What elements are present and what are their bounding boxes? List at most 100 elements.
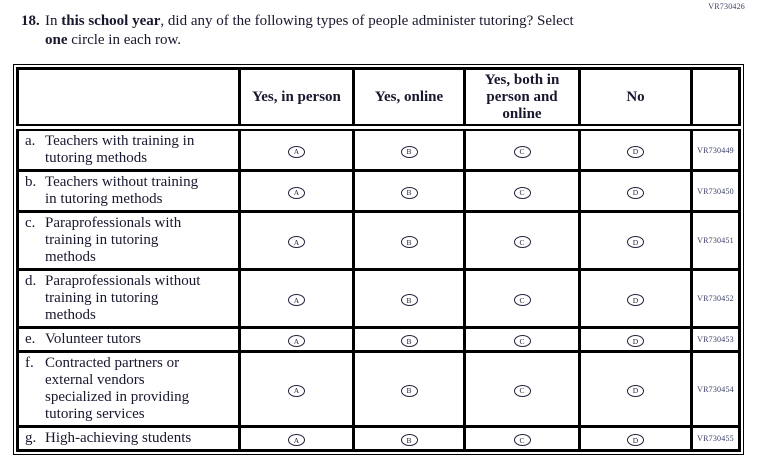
question-text-bold: this school year [61,13,161,29]
answer-bubble-b[interactable]: B [400,384,418,397]
question-text-segment: circle in each row. [67,32,182,48]
cell-f-yes-online: B [352,350,466,428]
answer-bubble-c[interactable]: C [513,236,531,249]
answer-bubble-d[interactable]: D [627,434,644,447]
table-row-d: d. Paraprofessionals without training in … [16,268,741,329]
answer-bubble-b[interactable]: B [400,434,418,447]
answer-bubble-c[interactable]: C [513,294,531,307]
cell-g-yes-online: B [352,425,466,452]
answer-bubble-a[interactable]: A [288,294,305,307]
row-code: VR730453 [690,326,741,353]
answer-bubble-a[interactable]: A [288,236,305,249]
cell-e-yes-online: B [352,326,466,353]
cell-a-yes-in-person: A [238,126,355,172]
cell-g-no: D [578,425,693,452]
cell-a-yes-both: C [463,126,581,172]
row-label-text: Paraprofessionals with training in tutor… [45,215,182,265]
cell-e-no: D [578,326,693,353]
answer-bubble-c[interactable]: C [513,335,531,348]
row-code: VR730454 [690,350,741,428]
row-label-c: c. Paraprofessionals with training in tut… [16,210,241,271]
answer-bubble-a[interactable]: A [288,434,305,447]
cell-a-no: D [578,126,693,172]
cell-b-yes-in-person: A [238,169,355,213]
cell-b-no: D [578,169,693,213]
row-label-a: a. Teachers with training in tutoring met… [16,126,241,172]
cell-d-yes-in-person: A [238,268,355,329]
cell-b-yes-both: C [463,169,581,213]
row-label-text: High-achieving students [45,430,192,446]
response-table: Yes, in person Yes, online Yes, both in … [16,67,741,452]
table-row-a: a. Teachers with training in tutoring met… [16,126,741,172]
table-row-g: g. High-achieving students A B C D VR7304… [16,425,741,452]
cell-c-no: D [578,210,693,271]
answer-bubble-b[interactable]: B [400,186,418,199]
answer-bubble-b[interactable]: B [400,294,418,307]
cell-d-yes-both: C [463,268,581,329]
row-marker: f. [25,355,34,371]
answer-bubble-c[interactable]: C [513,186,531,199]
response-grid: Yes, in person Yes, online Yes, both in … [13,64,744,455]
question-text: In this school year, did any of the foll… [45,12,685,50]
row-label-e: e. Volunteer tutors [16,326,241,353]
page-form-code: VR730426 [708,2,745,11]
answer-bubble-a[interactable]: A [288,186,305,199]
answer-bubble-d[interactable]: D [627,236,644,249]
row-code: VR730449 [690,126,741,172]
answer-bubble-d[interactable]: D [627,145,644,158]
cell-g-yes-both: C [463,425,581,452]
answer-bubble-b[interactable]: B [400,145,418,158]
row-label-g: g. High-achieving students [16,425,241,452]
table-row-f: f. Contracted partners or external vendor… [16,350,741,428]
row-label-d: d. Paraprofessionals without training in … [16,268,241,329]
cell-c-yes-in-person: A [238,210,355,271]
row-code: VR730450 [690,169,741,213]
answer-bubble-d[interactable]: D [627,186,644,199]
cell-c-yes-both: C [463,210,581,271]
row-label-text: Contracted partners or external vendors … [45,355,190,422]
answer-bubble-a[interactable]: A [288,145,305,158]
answer-bubble-b[interactable]: B [400,236,418,249]
cell-f-yes-in-person: A [238,350,355,428]
question-text-segment: , did any of the following types of peop… [160,13,574,29]
row-code: VR730455 [690,425,741,452]
answer-bubble-d[interactable]: D [627,384,644,397]
row-label-text: Volunteer tutors [45,331,141,347]
header-stub-cell [16,67,241,131]
table-row-e: e. Volunteer tutors A B C D VR730453 [16,326,741,353]
question-18: 18. In this school year, did any of the … [21,0,758,50]
column-header-no: No [578,67,693,131]
cell-b-yes-online: B [352,169,466,213]
cell-e-yes-both: C [463,326,581,353]
row-label-text: Teachers without training in tutoring me… [45,174,199,207]
answer-bubble-a[interactable]: A [288,384,305,397]
answer-bubble-c[interactable]: C [513,145,531,158]
answer-bubble-d[interactable]: D [627,335,644,348]
table-row-c: c. Paraprofessionals with training in tut… [16,210,741,271]
answer-bubble-b[interactable]: B [400,335,418,348]
answer-bubble-a[interactable]: A [288,335,305,348]
row-label-text: Paraprofessionals without training in tu… [45,273,201,323]
row-code: VR730451 [690,210,741,271]
row-marker: c. [25,215,36,231]
column-header-yes-both: Yes, both in person and online [463,67,581,131]
question-number: 18. [21,13,40,29]
cell-d-no: D [578,268,693,329]
cell-c-yes-online: B [352,210,466,271]
answer-bubble-c[interactable]: C [513,384,531,397]
header-row: Yes, in person Yes, online Yes, both in … [16,67,741,131]
column-header-yes-online: Yes, online [352,67,466,131]
row-label-text: Teachers with training in tutoring metho… [45,133,195,166]
row-marker: e. [25,331,36,347]
answer-bubble-c[interactable]: C [513,434,531,447]
header-code-cell [690,67,741,131]
cell-d-yes-online: B [352,268,466,329]
row-marker: d. [25,273,37,289]
column-header-yes-in-person: Yes, in person [238,67,355,131]
answer-bubble-d[interactable]: D [627,294,644,307]
row-label-f: f. Contracted partners or external vendor… [16,350,241,428]
question-text-bold: one [45,32,68,48]
row-marker: g. [25,430,37,446]
row-marker: b. [25,174,37,190]
